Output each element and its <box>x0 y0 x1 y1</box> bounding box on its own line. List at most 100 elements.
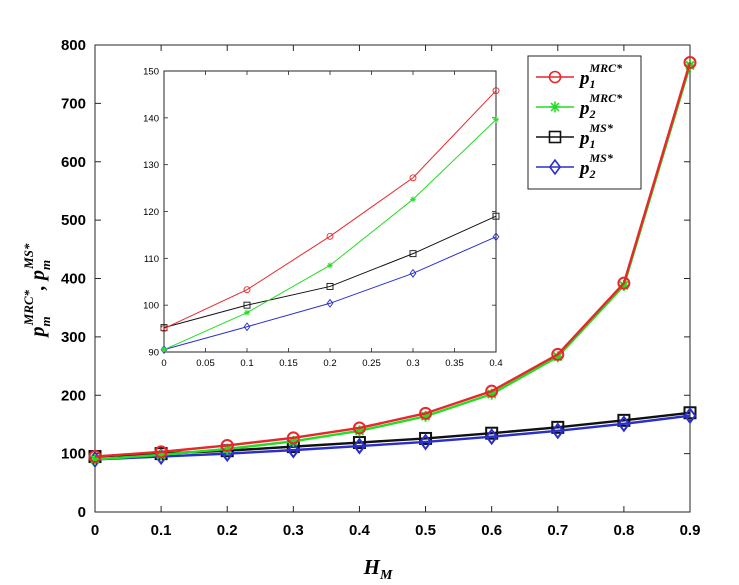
inset-x-tick-label: 0.1 <box>240 358 253 369</box>
main-x-tick-label: 0 <box>91 522 99 539</box>
y-axis-label-sep: , <box>27 280 49 291</box>
inset-y-tick-label: 90 <box>148 348 159 359</box>
x-axis-label: HM <box>363 555 393 583</box>
main-y-tick-label: 700 <box>61 95 86 112</box>
main-point-p2_ms <box>485 428 499 446</box>
legend-entry-p1_ms: p1 MS* <box>536 121 614 151</box>
legend-label-sup: MS* <box>589 151 614 165</box>
inset-y-tick-label: 100 <box>143 301 159 312</box>
y-axis-label-sup: MS* <box>21 243 36 270</box>
main-point-p1_mrc <box>220 438 234 452</box>
main-point-p2_mrc <box>486 388 498 400</box>
legend-marker <box>548 158 562 176</box>
main-series-line-p2_ms <box>94 414 691 461</box>
main-series-line-p2_mrc <box>94 65 692 461</box>
main-point-p1_mrc <box>683 56 697 70</box>
inset-series-p2_mrc <box>161 116 499 353</box>
inset-x-tick-label: 0.3 <box>406 358 419 369</box>
legend-label-base: p <box>578 128 590 149</box>
y-axis-label-sub: m <box>38 260 53 270</box>
main-point-p1_mrc <box>88 450 102 464</box>
legend-marker <box>549 101 561 113</box>
main-point-p1_mrc <box>485 384 499 398</box>
main-point-p2_ms <box>551 422 565 440</box>
main-x-tick-label: 0.1 <box>151 522 172 539</box>
main-point-p2_mrc <box>89 453 101 465</box>
legend-label: p2 MRC* <box>578 91 623 121</box>
main-x-tick-label: 0.4 <box>349 522 371 539</box>
x-axis-label-sub: M <box>379 568 393 583</box>
legend-box <box>527 55 642 190</box>
inset-series-line-p1_ms <box>163 215 497 329</box>
inset-x-tick-label: 0.2 <box>323 358 336 369</box>
inset-y-tick-label: 150 <box>143 67 159 78</box>
inset-point-p2_mrc <box>493 116 499 123</box>
main-point-p2_mrc <box>420 410 432 422</box>
main-x-tick-label: 0.2 <box>217 522 238 539</box>
inset-point-p1_ms <box>409 250 417 258</box>
inset-series-line-p1_mrc <box>163 90 497 330</box>
inset-point-p1_mrc <box>160 325 168 333</box>
legend-label-base: p <box>578 158 590 179</box>
main-point-p1_mrc <box>286 431 300 445</box>
main-point-p1_mrc <box>419 406 433 420</box>
main-y-tick-label: 400 <box>61 271 86 288</box>
main-y-tick-label: 0 <box>78 504 86 521</box>
main-point-p1_mrc <box>617 276 631 290</box>
inset-point-p2_mrc <box>244 309 250 316</box>
main-y-tick-label: 800 <box>61 37 86 54</box>
y-axis-label-base: p <box>27 270 49 282</box>
legend: p1MRC*p2MRC*p1MS*p2MS* <box>527 55 642 190</box>
main-point-p2_ms <box>419 433 432 451</box>
inset-point-p2_ms <box>243 322 251 332</box>
x-axis-label-base: H <box>363 555 381 579</box>
inset-point-p1_mrc <box>326 232 334 240</box>
y-axis-label-sup: MRC* <box>21 289 36 326</box>
inset-x-tick-label: 0.35 <box>445 358 464 369</box>
main-y-tick-label: 200 <box>61 387 86 404</box>
main-point-p2_ms <box>617 415 631 433</box>
inset-point-p2_mrc <box>161 346 167 353</box>
inset-point-p1_ms <box>243 301 251 309</box>
legend-label-sub: 2 <box>589 107 596 121</box>
inset-plot: 0 0.05 0.1 0.15 0.2 0.25 0.3 0.35 0.4 90 100 110 120… <box>143 67 502 370</box>
inset-series-p2_ms <box>160 232 500 355</box>
main-x-tick-label: 0.5 <box>415 522 436 539</box>
main-y-tick-label: 100 <box>61 446 86 463</box>
main-point-p1_mrc <box>551 347 565 361</box>
main-point-p2_mrc <box>618 280 630 292</box>
main-point-p1_ms <box>352 436 366 450</box>
main-point-p2_mrc <box>353 425 365 437</box>
main-point-p1_ms <box>485 426 499 440</box>
inset-point-p2_ms <box>492 232 500 242</box>
main-point-p1_ms <box>617 413 631 427</box>
inset-plot-frame <box>163 70 497 353</box>
main-point-p2_mrc <box>552 351 564 363</box>
legend-label: p1 MS* <box>578 121 614 151</box>
legend-entry-p2_ms: p2 MS* <box>536 151 614 181</box>
inset-point-p1_mrc <box>492 87 500 95</box>
legend-label-sub: 1 <box>590 137 596 151</box>
main-point-p2_mrc <box>287 435 299 447</box>
main-series-p1_mrc <box>88 56 697 464</box>
main-x-tick-label: 0.7 <box>547 522 568 539</box>
main-y-tick-label: 600 <box>61 154 86 171</box>
legend-label-sup: MRC* <box>589 61 624 75</box>
inset-x-tick-label: 0.05 <box>196 358 215 369</box>
inset-point-p1_ms <box>492 212 500 220</box>
main-x-tick-label: 0.9 <box>680 522 701 539</box>
legend-label-sub: 1 <box>590 77 596 91</box>
inset-series-line-p2_ms <box>163 236 497 351</box>
inset-point-p2_mrc <box>410 196 416 203</box>
main-point-p2_ms <box>286 441 300 459</box>
main-y-tick-label: 500 <box>61 212 86 229</box>
legend-label-base: p <box>578 98 590 119</box>
inset-point-p2_ms <box>409 268 417 278</box>
main-point-p2_ms <box>353 437 366 455</box>
main-x-tick-label: 0.6 <box>481 522 502 539</box>
legend-label-sup: MRC* <box>589 91 624 105</box>
main-y-tick-label: 300 <box>61 329 86 346</box>
y-axis-label-base: p <box>27 326 49 338</box>
main-point-p2_ms <box>683 407 697 425</box>
